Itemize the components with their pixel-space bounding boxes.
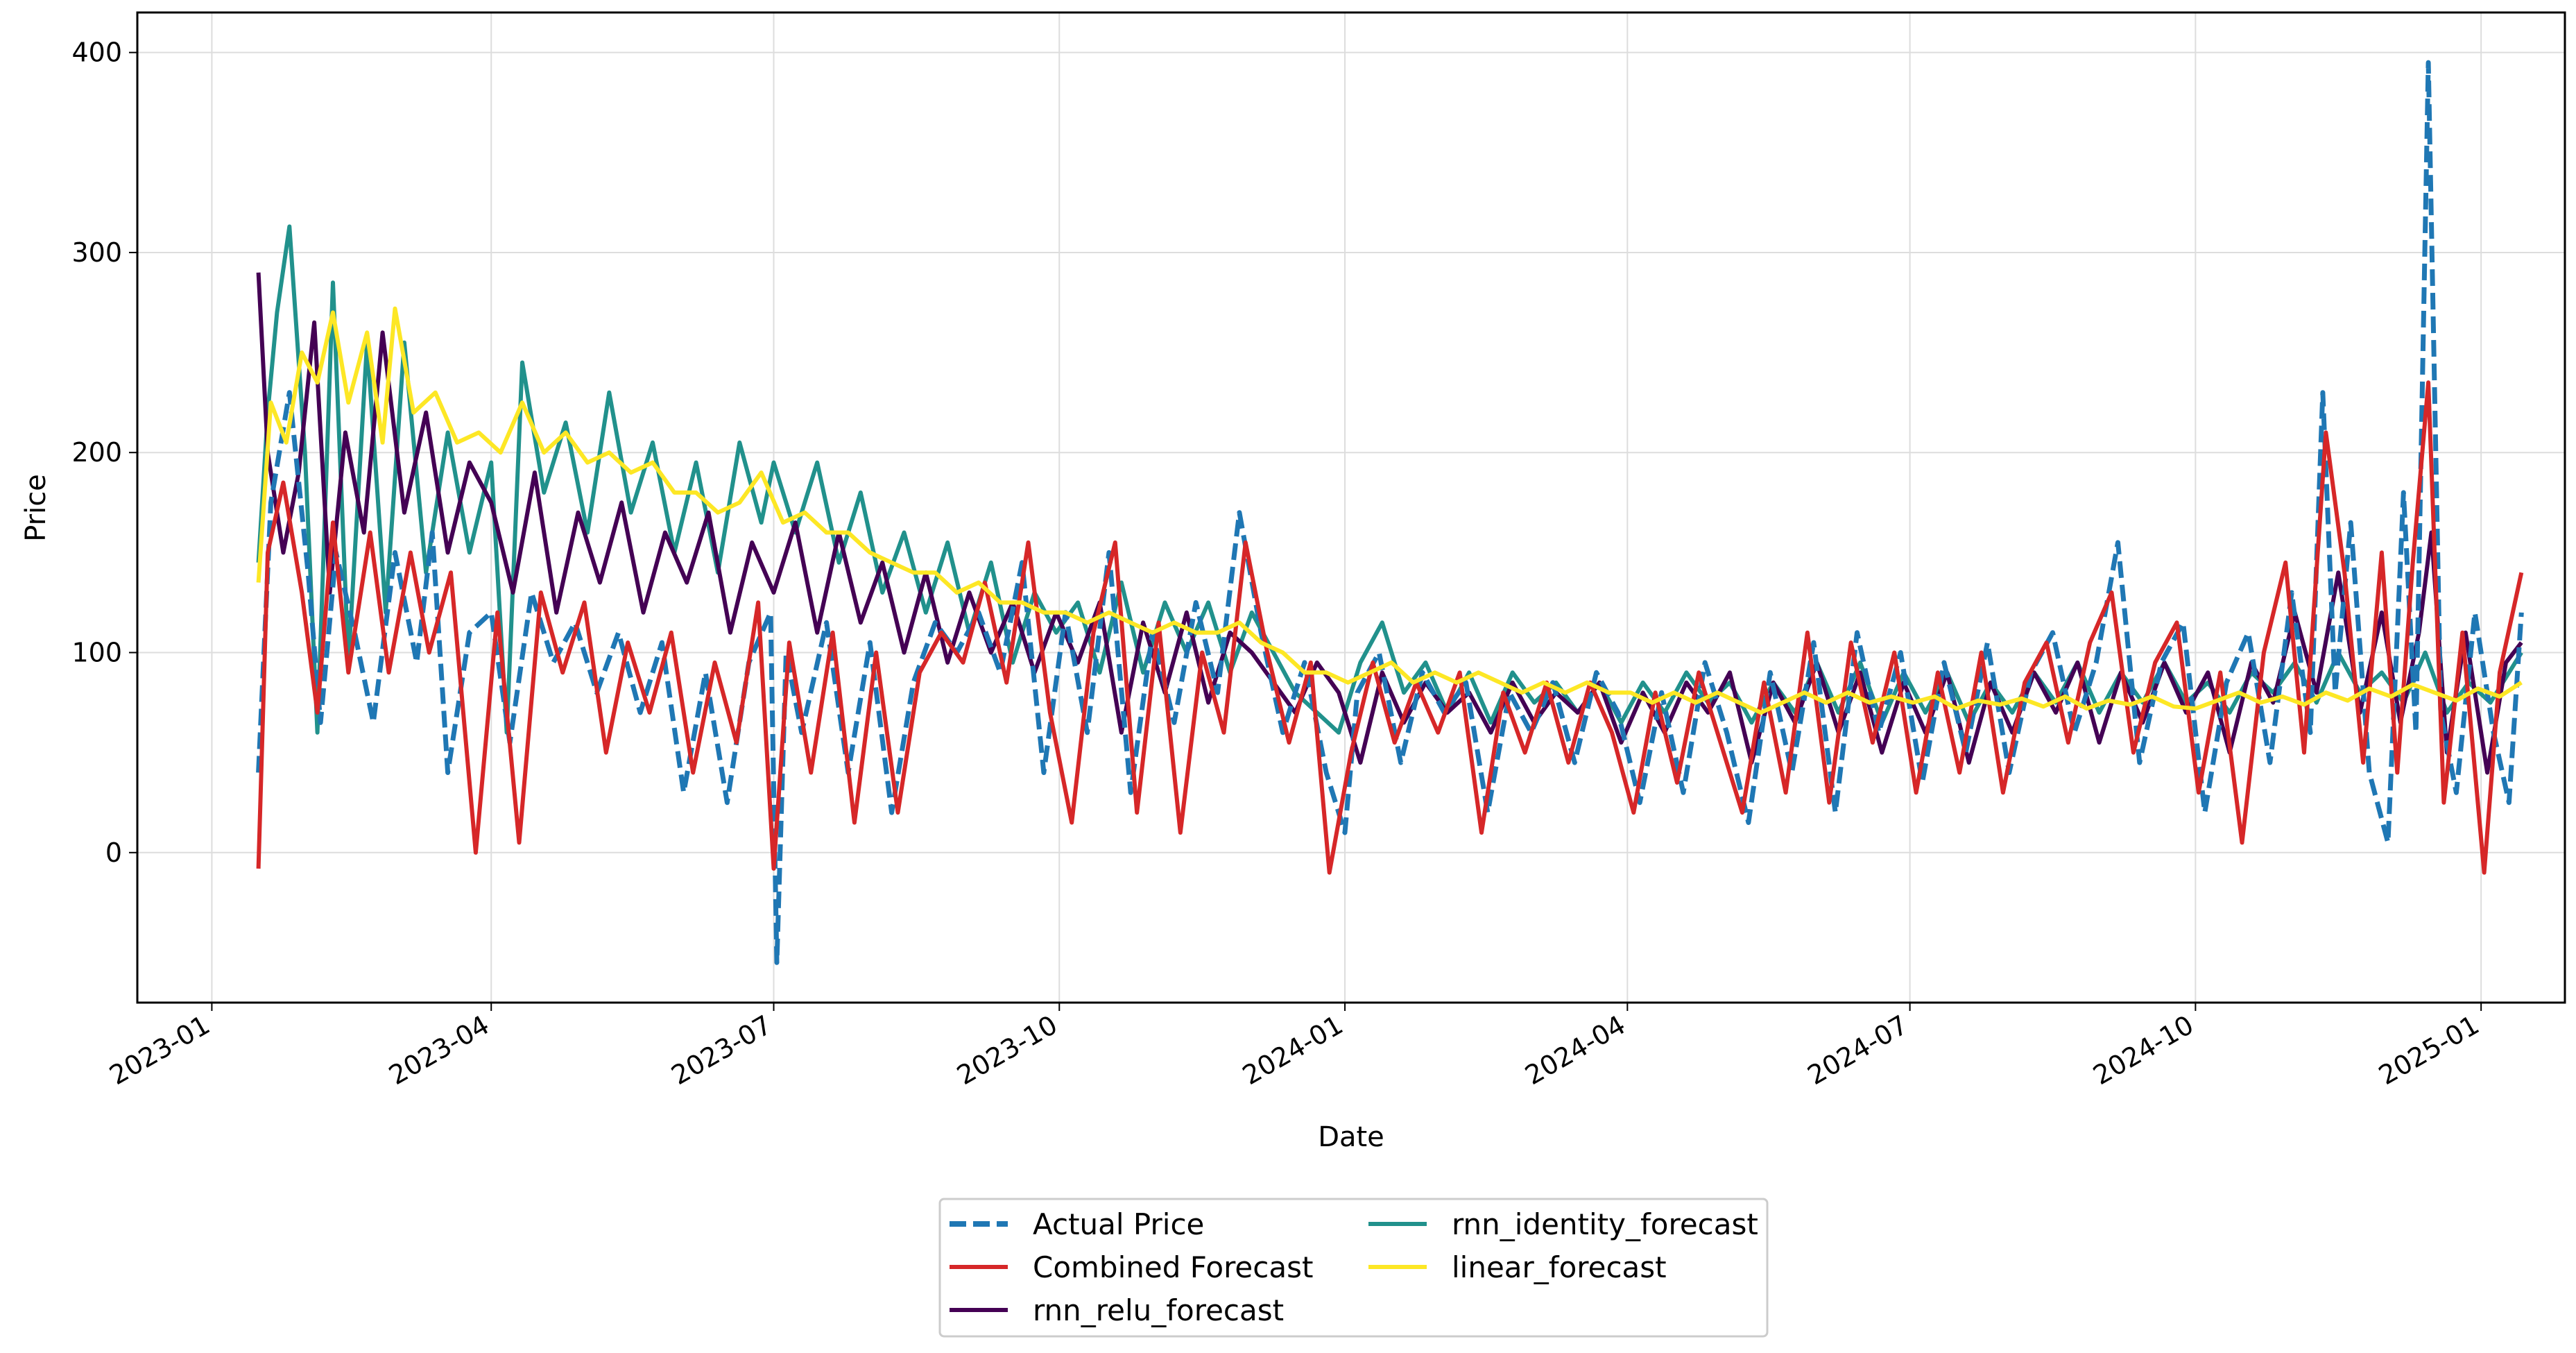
series-line-rnn-relu-forecast bbox=[256, 272, 2523, 775]
legend-label: Actual Price bbox=[1033, 1207, 1204, 1241]
legend-box bbox=[938, 1198, 1769, 1338]
legend: Actual Price Combined Forecast rnn_relu_fo… bbox=[938, 1198, 1769, 1338]
series-line-linear-forecast bbox=[256, 306, 2523, 715]
x-tick-label: 2024-04 bbox=[1520, 1010, 1631, 1091]
x-tick-label: 2024-01 bbox=[1237, 1010, 1348, 1091]
x-tick-label: 2024-07 bbox=[1803, 1010, 1914, 1091]
legend-label: rnn_identity_forecast bbox=[1452, 1207, 1758, 1241]
series-line-actual-price bbox=[256, 60, 2524, 965]
x-axis: 2023-01 2023-04 2023-07 2023-10 2024-01 2024-… bbox=[104, 1003, 2484, 1091]
legend-label: rnn_relu_forecast bbox=[1033, 1293, 1284, 1327]
plot-frame bbox=[136, 11, 2566, 1004]
legend-label: Combined Forecast bbox=[1033, 1250, 1313, 1284]
x-tick-label: 2023-10 bbox=[952, 1010, 1063, 1091]
y-tick-label: 100 bbox=[71, 638, 122, 668]
x-tick-label: 2024-10 bbox=[2088, 1010, 2199, 1091]
y-tick-label: 0 bbox=[105, 837, 122, 868]
x-tick-label: 2023-07 bbox=[667, 1010, 778, 1091]
x-tick-label: 2023-04 bbox=[384, 1010, 495, 1091]
grid bbox=[137, 12, 2565, 1003]
x-tick-label: 2023-01 bbox=[104, 1010, 215, 1091]
y-axis: 0 100 200 300 400 bbox=[71, 37, 137, 868]
y-tick-label: 400 bbox=[71, 37, 122, 68]
series-lines bbox=[256, 60, 2524, 965]
x-axis-label: Date bbox=[1318, 1121, 1384, 1153]
y-tick-label: 200 bbox=[71, 437, 122, 468]
x-tick-label: 2025-01 bbox=[2373, 1010, 2484, 1091]
legend-label: linear_forecast bbox=[1452, 1250, 1667, 1284]
y-axis-label: Price bbox=[20, 474, 52, 542]
series-line-combined-forecast bbox=[256, 380, 2524, 875]
y-tick-label: 300 bbox=[71, 237, 122, 268]
